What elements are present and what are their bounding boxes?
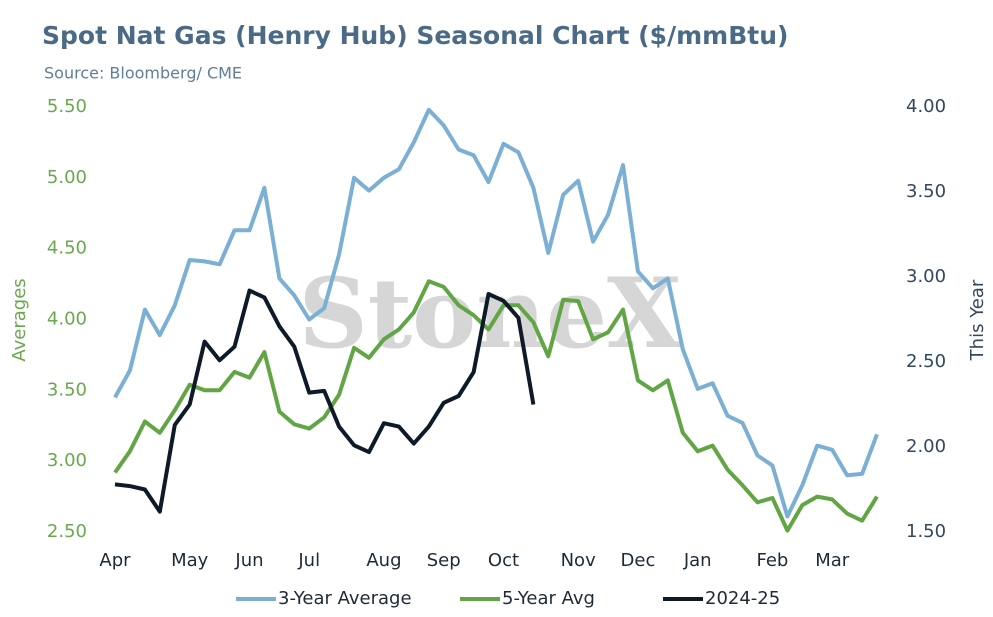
x-tick-label: Dec (621, 550, 656, 571)
y-tick-label: 3.00 (47, 450, 87, 471)
y-tick-label: 3.50 (47, 379, 87, 400)
x-tick-label: Nov (561, 550, 596, 571)
y2-axis-title: This Year (967, 279, 988, 361)
x-tick-label: Jul (297, 550, 320, 571)
y-tick-label: 2.50 (47, 521, 87, 542)
y2-tick-label: 2.00 (906, 436, 946, 457)
x-tick-label: Oct (488, 550, 519, 571)
legend-label: 2024-25 (705, 588, 780, 609)
chart-title: Spot Nat Gas (Henry Hub) Seasonal Chart … (42, 21, 788, 50)
legend-label: 3-Year Average (278, 588, 412, 609)
chart-subtitle: Source: Bloomberg/ CME (44, 64, 242, 83)
y-axis-title: Averages (9, 278, 30, 361)
x-tick-label: May (171, 550, 209, 571)
y2-tick-label: 1.50 (906, 521, 946, 542)
y-tick-label: 4.00 (47, 309, 87, 330)
x-tick-label: Sep (427, 550, 461, 571)
y-tick-label: 4.50 (47, 238, 87, 259)
y2-tick-label: 3.00 (906, 266, 946, 287)
x-tick-label: Jun (234, 550, 263, 571)
y-tick-label: 5.00 (47, 167, 87, 188)
x-tick-label: Jan (683, 550, 712, 571)
series-line (113, 107, 879, 519)
y2-tick-label: 2.50 (906, 351, 946, 372)
x-tick-label: Feb (756, 550, 788, 571)
series-line (114, 288, 536, 514)
x-tick-label: Mar (815, 550, 850, 571)
legend-label: 5-Year Avg (502, 588, 595, 609)
y2-tick-label: 4.00 (906, 96, 946, 117)
x-tick-label: Apr (99, 550, 131, 571)
y-tick-label: 5.50 (47, 96, 87, 117)
y2-tick-label: 3.50 (906, 181, 946, 202)
series-line (113, 279, 879, 533)
x-tick-label: Aug (366, 550, 401, 571)
